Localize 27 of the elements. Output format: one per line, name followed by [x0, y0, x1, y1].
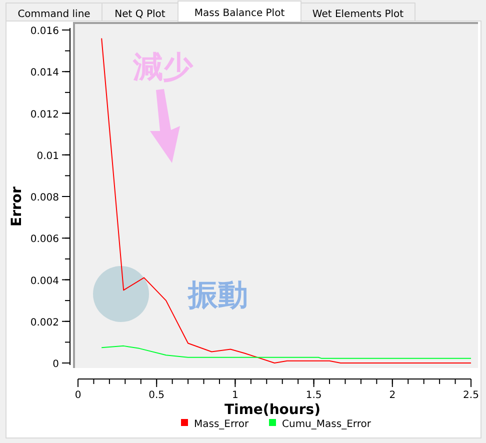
y-tick-label: 0.006: [30, 234, 59, 246]
y-tick-label: 0.012: [30, 109, 59, 120]
y-tick-label: 0.004: [30, 276, 59, 287]
x-tick-label: 1.5: [306, 390, 322, 401]
y-tick-label: 0.016: [30, 26, 59, 37]
x-tick-label: 2: [389, 390, 396, 401]
y-tick-label: 0.008: [30, 192, 59, 204]
y-tick-label: 0: [52, 359, 59, 370]
text: Net Q Plot: [114, 9, 166, 20]
annotation: 振動: [187, 278, 248, 313]
annotation: 減少: [132, 50, 194, 85]
y-tick-label: 0.002: [30, 317, 59, 328]
x-axis-title: Time(hours): [224, 402, 321, 418]
y-axis-title: Error: [9, 186, 25, 226]
y-tick-label: 0.01: [36, 150, 59, 162]
text: Mass Balance Plot: [194, 8, 285, 19]
legend-label: Mass_Error: [194, 419, 250, 430]
x-tick-label: 0: [74, 390, 82, 401]
legend-label: Cumu_Mass_Error: [282, 419, 372, 430]
x-tick-label: 2.5: [463, 390, 479, 401]
x-tick-label: 0.5: [148, 390, 165, 401]
x-tick-label: 1: [232, 390, 238, 401]
text: Wet Elements Plot: [312, 9, 404, 20]
line-series: [101, 345, 472, 359]
line-series: [101, 38, 472, 364]
text: Command line: [18, 9, 90, 20]
y-tick-label: 0.014: [30, 68, 59, 79]
